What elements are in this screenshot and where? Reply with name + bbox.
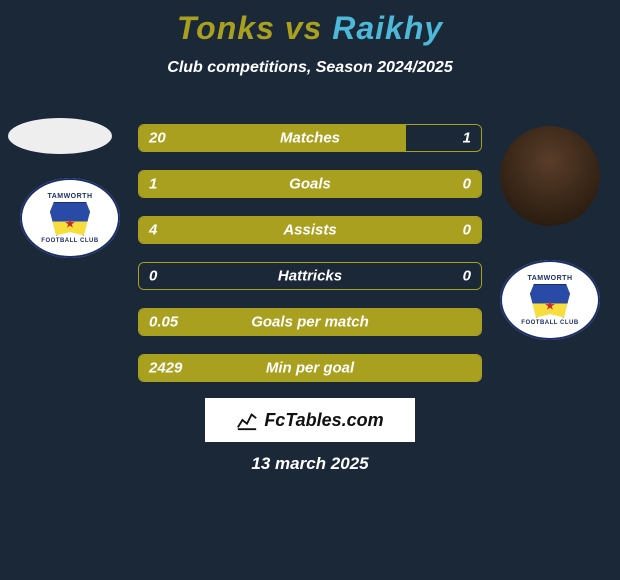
stat-value-right: 0 [463,222,471,239]
badge-top-text: TAMWORTH [521,275,578,282]
stat-value-left: 1 [149,176,157,193]
title-player2: Raikhy [332,10,443,46]
badge-bottom-text: FOOTBALL CLUB [521,320,578,326]
stat-value-left: 0.05 [149,314,178,331]
stat-row: 4 Assists 0 [138,216,482,244]
stat-label: Goals per match [251,314,369,331]
player1-avatar [8,118,112,154]
stat-value-left: 4 [149,222,157,239]
brand-strip[interactable]: FcTables.com [205,398,415,442]
bar-left [139,125,406,151]
club-badge-left: TAMWORTH FOOTBALL CLUB [20,178,120,258]
badge-top-text: TAMWORTH [41,193,98,200]
player2-avatar [500,126,600,226]
stat-value-left: 20 [149,130,166,147]
title-vs: vs [285,10,323,46]
chart-icon [236,409,258,431]
stat-value-left: 0 [149,268,157,285]
date-text: 13 march 2025 [251,454,368,474]
badge-inner: TAMWORTH FOOTBALL CLUB [521,275,578,326]
subtitle: Club competitions, Season 2024/2025 [0,59,620,77]
stat-label: Matches [280,130,340,147]
stat-row: 20 Matches 1 [138,124,482,152]
stat-label: Goals [289,176,331,193]
comparison-card: Tonks vs Raikhy Club competitions, Seaso… [0,0,620,580]
badge-bottom-text: FOOTBALL CLUB [41,238,98,244]
shield-icon [50,202,90,236]
shield-icon [530,284,570,318]
stat-value-right: 1 [463,130,471,147]
stat-label: Assists [283,222,336,239]
stats-bars: 20 Matches 1 1 Goals 0 4 Assists 0 0 Hattricks 0 0.0… [138,124,482,400]
title-player1: Tonks [177,10,275,46]
badge-inner: TAMWORTH FOOTBALL CLUB [41,193,98,244]
stat-value-right: 0 [463,268,471,285]
stat-row: 0 Hattricks 0 [138,262,482,290]
page-title: Tonks vs Raikhy [0,0,620,47]
stat-row: 1 Goals 0 [138,170,482,198]
stat-label: Min per goal [266,360,354,377]
stat-value-left: 2429 [149,360,182,377]
stat-label: Hattricks [278,268,342,285]
stat-row: 0.05 Goals per match [138,308,482,336]
club-badge-right: TAMWORTH FOOTBALL CLUB [500,260,600,340]
stat-row: 2429 Min per goal [138,354,482,382]
stat-value-right: 0 [463,176,471,193]
brand-text: FcTables.com [264,410,383,431]
